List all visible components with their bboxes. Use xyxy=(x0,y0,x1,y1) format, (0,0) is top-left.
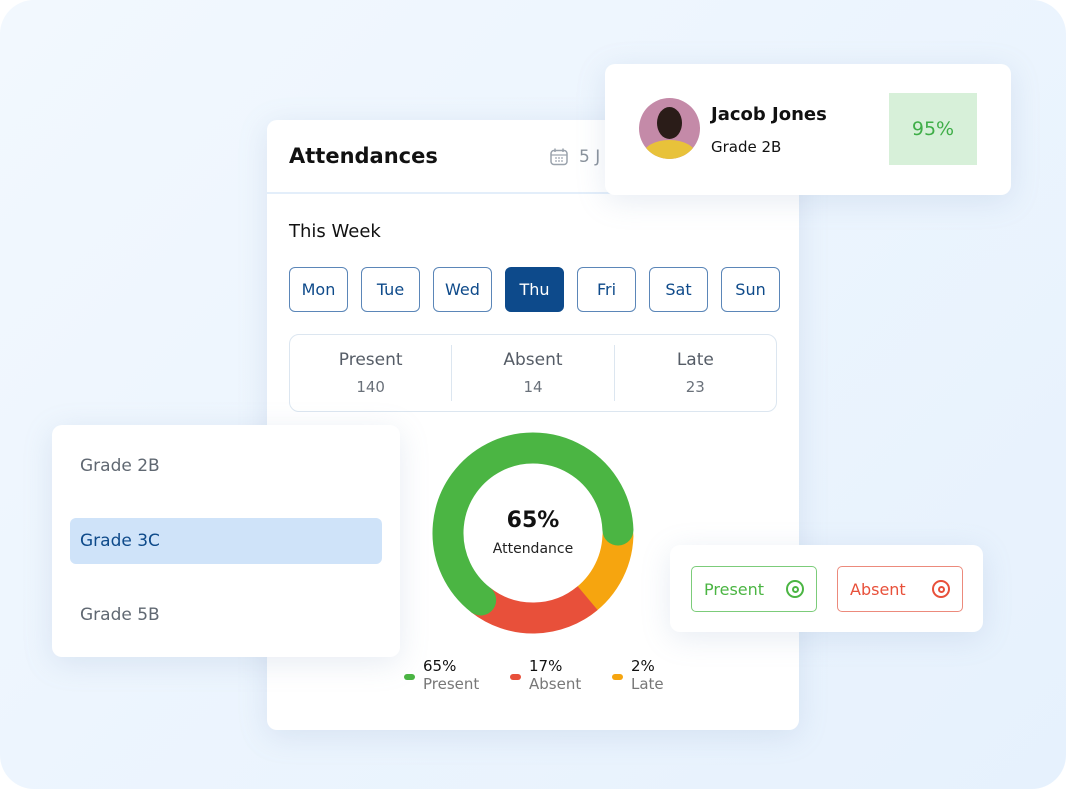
day-sat[interactable]: Sat xyxy=(649,267,708,312)
target-icon xyxy=(932,580,950,598)
date-picker[interactable]: 5 J xyxy=(549,147,600,167)
grade-item-3c[interactable]: Grade 3C xyxy=(70,518,382,564)
legend-percent: 17% xyxy=(529,657,563,675)
student-card[interactable]: Jacob Jones Grade 2B 95% xyxy=(605,64,1011,195)
week-label: This Week xyxy=(289,221,381,242)
stat-value: 14 xyxy=(523,378,543,396)
stat-label: Present xyxy=(338,350,403,370)
day-mon[interactable]: Mon xyxy=(289,267,348,312)
stats-summary: Present 140 Absent 14 Late 23 xyxy=(289,334,777,412)
day-fri[interactable]: Fri xyxy=(577,267,636,312)
attendance-label: Attendance xyxy=(492,541,574,557)
student-name: Jacob Jones xyxy=(711,104,827,125)
donut-center: 65% Attendance xyxy=(433,508,633,557)
stat-present: Present 140 xyxy=(290,345,453,401)
stat-label: Late xyxy=(676,350,714,370)
stat-absent: Absent 14 xyxy=(452,345,615,401)
date-text: 5 J xyxy=(579,147,601,167)
day-thu[interactable]: Thu xyxy=(505,267,564,312)
student-attendance-badge: 95% xyxy=(889,93,977,165)
legend-label: Late xyxy=(631,675,664,693)
attendance-donut xyxy=(432,432,634,634)
calendar-icon xyxy=(550,148,568,166)
grade-list: Grade 2B Grade 3C Grade 5B xyxy=(52,425,400,657)
legend-absent: 17% Absent xyxy=(510,657,581,693)
present-button[interactable]: Present xyxy=(691,566,817,612)
mark-attendance-card: Present Absent xyxy=(670,545,983,632)
donut-segment-present xyxy=(432,432,634,616)
legend-label: Absent xyxy=(529,675,582,693)
day-sun[interactable]: Sun xyxy=(721,267,780,312)
attendance-percent: 65% xyxy=(506,508,560,533)
legend-percent: 65% xyxy=(423,657,457,675)
legend-percent: 2% xyxy=(631,657,655,675)
avatar xyxy=(639,98,700,159)
legend-label: Present xyxy=(423,675,480,693)
legend-dot xyxy=(510,674,521,680)
present-label: Present xyxy=(704,579,765,599)
stat-value: 140 xyxy=(356,378,385,396)
stat-late: Late 23 xyxy=(615,345,776,401)
legend-late: 2% Late xyxy=(612,657,664,693)
card-title: Attendances xyxy=(289,144,438,168)
legend-dot xyxy=(612,674,623,680)
donut-segment-absent xyxy=(471,585,598,634)
day-selector: Mon Tue Wed Thu Fri Sat Sun xyxy=(289,267,780,312)
legend-present: 65% Present xyxy=(404,657,479,693)
student-grade: Grade 2B xyxy=(711,138,782,156)
day-wed[interactable]: Wed xyxy=(433,267,492,312)
grade-item-2b[interactable]: Grade 2B xyxy=(80,456,160,476)
target-icon xyxy=(786,580,804,598)
absent-button[interactable]: Absent xyxy=(837,566,963,612)
stat-value: 23 xyxy=(685,378,705,396)
day-tue[interactable]: Tue xyxy=(361,267,420,312)
stat-label: Absent xyxy=(503,350,563,370)
grade-item-5b[interactable]: Grade 5B xyxy=(80,605,160,625)
legend-dot xyxy=(404,674,415,680)
absent-label: Absent xyxy=(850,579,906,599)
